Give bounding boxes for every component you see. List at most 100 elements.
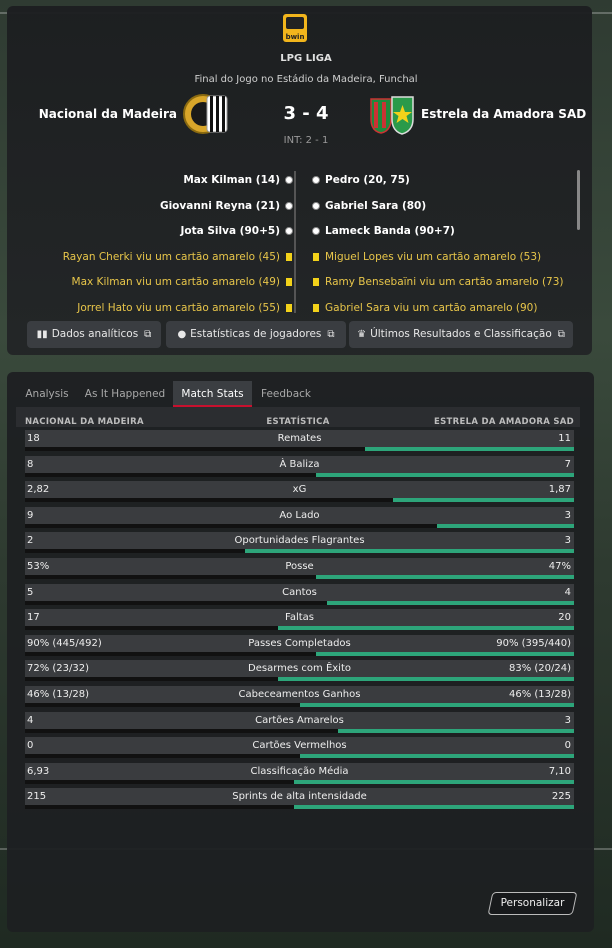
stat-home-bar: [25, 754, 300, 759]
event-text: Gabriel Sara (80): [325, 199, 427, 212]
home-team-badge[interactable]: [183, 93, 229, 135]
stat-row: 9 Ao Lado 3: [25, 506, 574, 527]
stat-home-value: 18: [27, 433, 40, 444]
stat-away-value: 3: [564, 535, 571, 547]
stat-row: 90% (445/492) Passes Completados 90% (395/…: [25, 634, 574, 655]
stat-away-value: 225: [551, 791, 571, 803]
event-text: Miguel Lopes viu um cartão amarelo (53): [325, 250, 542, 263]
stat-name: Remates: [277, 433, 322, 444]
away-goal-event[interactable]: Pedro (20, 75): [307, 168, 564, 194]
stat-away-bar: [316, 651, 574, 656]
analytics-button[interactable]: ▮▮ Dados analíticos ⧉: [27, 321, 161, 348]
stat-away-value: 47%: [548, 561, 571, 572]
stat-home-bar: [25, 549, 245, 554]
league-logo-mark: [286, 17, 304, 29]
stat-row: 4 Cartões Amarelos 3: [25, 711, 574, 732]
stat-home-bar: [25, 472, 316, 477]
stat-home-bar: [25, 600, 327, 605]
stat-home-value: 9: [27, 509, 34, 521]
away-card-event[interactable]: Gabriel Sara viu um cartão amarelo (90): [307, 296, 564, 314]
away-goal-event[interactable]: Lameck Banda (90+7): [307, 219, 564, 245]
stat-row: 215 Sprints de alta intensidade 225: [25, 788, 574, 809]
stat-home-value: 53%: [27, 561, 50, 572]
external-link-icon: ⧉: [557, 329, 565, 340]
stat-away-bar: [338, 728, 574, 733]
home-events-list: Max Kilman (14) Giovanni Reyna (21) Jota…: [63, 168, 298, 314]
stat-home-value: 2: [27, 535, 34, 547]
stat-name: Cantos: [282, 586, 317, 598]
ball-icon: [285, 201, 293, 210]
customize-label: Personalizar: [500, 897, 565, 909]
results-label: Últimos Resultados e Classificação: [370, 328, 552, 340]
yellow-card-icon: [313, 303, 319, 312]
yellow-card-icon: [286, 303, 292, 312]
home-team-name[interactable]: Nacional da Madeira: [38, 107, 177, 121]
stat-name: À Baliza: [279, 458, 320, 470]
yellow-card-icon: [286, 252, 292, 261]
event-text: Gabriel Sara viu um cartão amarelo (90): [325, 301, 538, 314]
stats-header: NACIONAL DA MADEIRA ESTATÍSTICA ESTRELA …: [16, 407, 580, 427]
stat-name: Oportunidades Flagrantes: [234, 535, 365, 547]
stat-away-bar: [300, 703, 574, 707]
stat-away-value: 83% (20/24): [508, 663, 571, 675]
home-goal-event[interactable]: Max Kilman (14): [63, 168, 298, 194]
event-text: Pedro (20, 75): [325, 174, 410, 186]
stat-away-bar: [278, 626, 574, 631]
match-score: 3 - 4: [283, 103, 329, 124]
customize-button[interactable]: Personalizar: [487, 892, 578, 915]
stat-home-bar: [25, 575, 316, 579]
stat-away-bar: [327, 600, 574, 605]
away-team-name[interactable]: Estrela da Amadora SAD: [421, 107, 587, 121]
stat-row: 8 À Baliza 7: [25, 455, 574, 476]
away-goal-event[interactable]: Gabriel Sara (80): [307, 194, 564, 220]
home-card-event[interactable]: Jorrel Hato viu um cartão amarelo (55): [63, 296, 298, 314]
home-card-event[interactable]: Rayan Cherki viu um cartão amarelo (45): [63, 245, 298, 271]
stat-away-bar: [278, 677, 574, 682]
stat-home-bar: [25, 651, 316, 656]
stat-away-bar: [365, 447, 574, 451]
stat-row: 5 Cantos 4: [25, 583, 574, 604]
stat-name: Passes Completados: [248, 637, 351, 649]
stat-away-bar: [393, 498, 574, 503]
tab-feedback[interactable]: Feedback: [260, 388, 311, 400]
home-goal-event[interactable]: Jota Silva (90+5): [63, 219, 298, 245]
stat-home-bar: [25, 805, 294, 810]
home-goal-event[interactable]: Giovanni Reyna (21): [63, 194, 298, 220]
stat-home-bar: [25, 447, 365, 451]
stat-row: 18 Remates 11: [25, 430, 574, 450]
player-stats-label: Estatísticas de jogadores: [190, 328, 322, 340]
away-card-event[interactable]: Miguel Lopes viu um cartão amarelo (53): [307, 245, 564, 271]
stat-away-bar: [300, 754, 574, 759]
away-card-event[interactable]: Ramy Bensebaïni viu um cartão amarelo (7…: [307, 270, 564, 296]
stats-header-away: ESTRELA DA AMADORA SAD: [434, 417, 574, 427]
stat-name: Sprints de alta intensidade: [232, 791, 367, 803]
away-events-list: Pedro (20, 75) Gabriel Sara (80) Lameck …: [307, 168, 564, 314]
stat-row: 2,82 xG 1,87: [25, 481, 574, 502]
stat-home-bar: [25, 523, 437, 528]
home-card-event[interactable]: Max Kilman viu um cartão amarelo (49): [63, 270, 298, 296]
stat-row: 72% (23/32) Desarmes com Êxito 83% (20/24): [25, 660, 574, 681]
away-team-badge[interactable]: [368, 93, 414, 135]
stat-away-value: 3: [564, 509, 571, 521]
stat-home-value: 215: [27, 791, 47, 803]
player-stats-button[interactable]: ● Estatísticas de jogadores ⧉: [166, 321, 346, 348]
tab-as-it-happened[interactable]: As It Happened: [84, 388, 166, 400]
results-button[interactable]: ♛ Últimos Resultados e Classificação ⧉: [349, 321, 573, 348]
event-text: Ramy Bensebaïni viu um cartão amarelo (7…: [325, 276, 564, 289]
events-scrollbar[interactable]: [577, 170, 580, 230]
stat-row: 2 Oportunidades Flagrantes 3: [25, 532, 574, 553]
league-name: LPG LIGA: [280, 53, 332, 64]
stat-name: Cartões Vermelhos: [252, 740, 347, 752]
match-summary-panel: [7, 6, 592, 355]
league-logo: bwin: [283, 14, 307, 42]
stat-name: Posse: [285, 561, 314, 572]
bar-chart-icon: ▮▮: [36, 329, 48, 340]
stat-home-bar: [25, 779, 294, 784]
stat-home-value: 90% (445/492): [27, 637, 102, 649]
tab-analysis[interactable]: Analysis: [25, 388, 69, 400]
event-text: Giovanni Reyna (21): [159, 199, 280, 212]
stat-name: Faltas: [285, 612, 314, 624]
tab-match-stats[interactable]: Match Stats: [173, 381, 252, 407]
stat-home-bar: [25, 703, 300, 707]
match-venue: Final do Jogo no Estádio da Madeira, Fun…: [194, 74, 418, 85]
